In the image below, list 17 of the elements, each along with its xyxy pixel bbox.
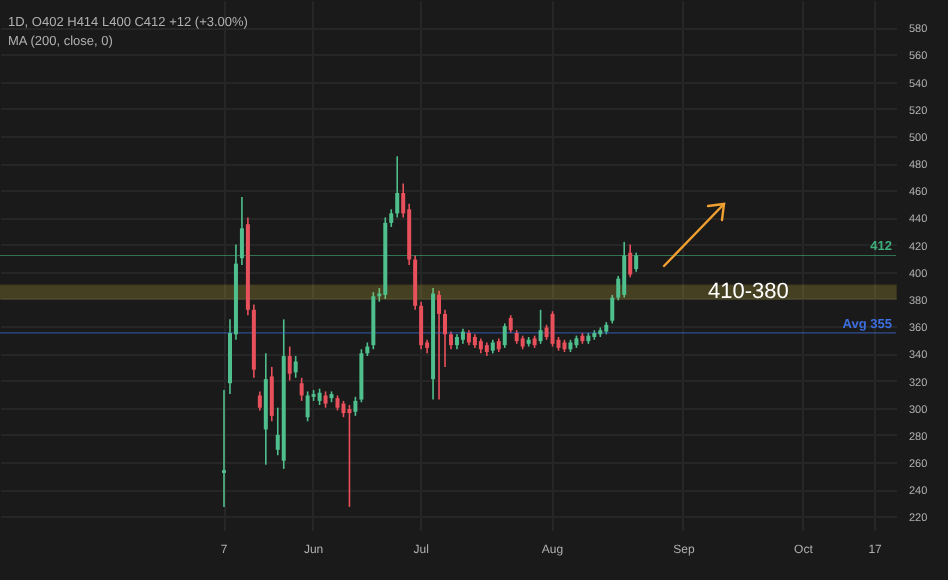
candlestick — [538, 309, 543, 345]
candlestick — [622, 241, 627, 299]
candlestick — [269, 366, 274, 423]
candlestick — [293, 355, 298, 379]
candlestick — [634, 251, 639, 273]
band-label: 410-380 — [708, 280, 789, 305]
candlestick — [395, 155, 400, 219]
candlestick — [437, 290, 442, 401]
candlestick — [287, 345, 292, 382]
candlestick — [347, 404, 352, 508]
candlestick — [628, 243, 633, 279]
candlestick — [305, 390, 310, 423]
candlestick — [299, 376, 304, 402]
candlestick — [502, 322, 507, 349]
candlestick — [222, 389, 226, 508]
candlestick — [550, 310, 555, 348]
candlestick — [257, 390, 262, 412]
